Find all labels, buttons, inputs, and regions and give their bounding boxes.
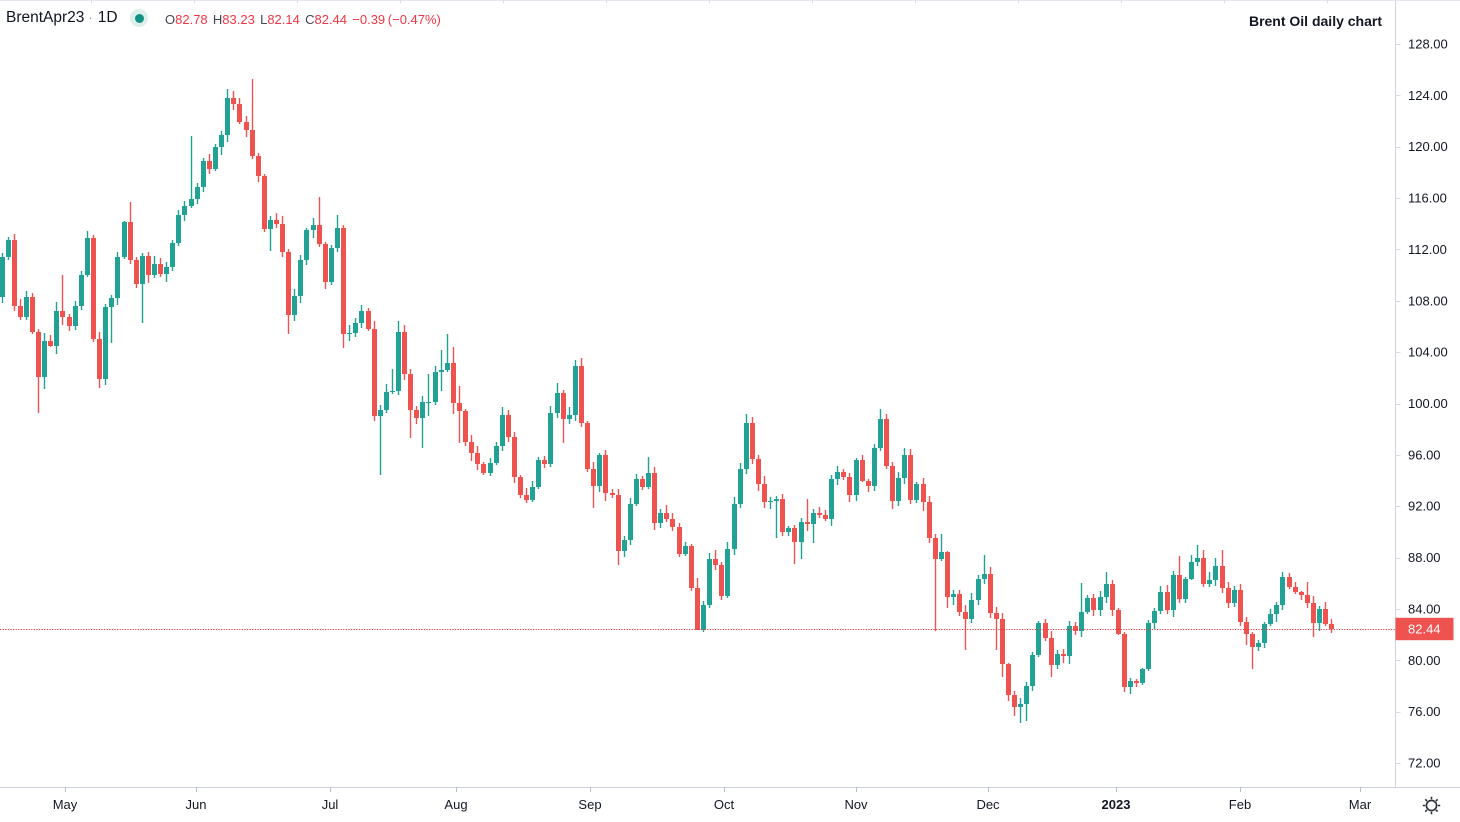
svg-text:2023: 2023 (1102, 797, 1131, 812)
svg-text:88.00: 88.00 (1408, 550, 1441, 565)
svg-text:108.00: 108.00 (1408, 293, 1448, 308)
svg-text:Dec: Dec (976, 797, 1000, 812)
svg-text:76.00: 76.00 (1408, 704, 1441, 719)
svg-text:Sep: Sep (578, 797, 601, 812)
svg-text:120.00: 120.00 (1408, 139, 1448, 154)
svg-text:Feb: Feb (1229, 797, 1251, 812)
svg-text:Jun: Jun (186, 797, 207, 812)
svg-text:Oct: Oct (714, 797, 735, 812)
svg-text:82.44: 82.44 (1408, 622, 1441, 637)
svg-text:May: May (53, 797, 78, 812)
svg-text:112.00: 112.00 (1408, 242, 1447, 257)
svg-text:84.00: 84.00 (1408, 602, 1441, 617)
svg-text:80.00: 80.00 (1408, 653, 1441, 668)
svg-text:104.00: 104.00 (1408, 345, 1448, 360)
svg-text:124.00: 124.00 (1408, 88, 1448, 103)
svg-text:72.00: 72.00 (1408, 756, 1441, 771)
svg-text:100.00: 100.00 (1408, 396, 1448, 411)
svg-text:116.00: 116.00 (1408, 191, 1447, 206)
svg-text:128.00: 128.00 (1408, 37, 1448, 52)
svg-text:92.00: 92.00 (1408, 499, 1441, 514)
svg-text:Aug: Aug (444, 797, 467, 812)
svg-text:Nov: Nov (844, 797, 868, 812)
svg-text:Jul: Jul (322, 797, 339, 812)
svg-text:96.00: 96.00 (1408, 447, 1441, 462)
svg-text:Mar: Mar (1349, 797, 1372, 812)
